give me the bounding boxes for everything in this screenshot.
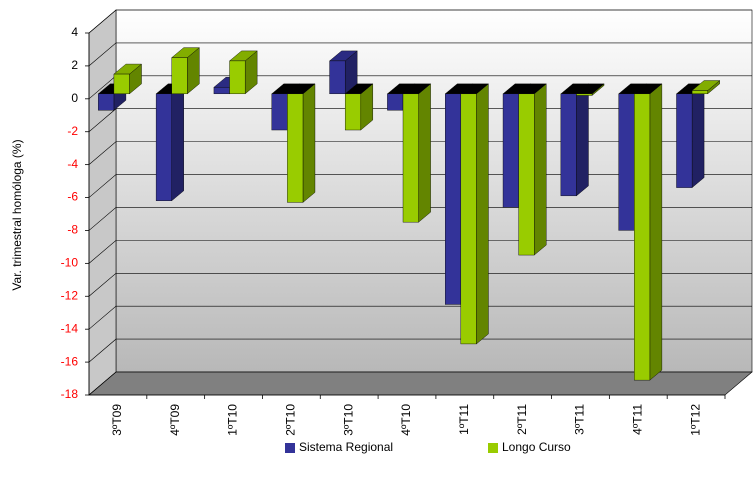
bar-front: [155, 93, 172, 201]
x-tick-label: 2ºT10: [284, 404, 298, 436]
bar-side: [171, 83, 184, 202]
x-tick-label: 3ºT11: [573, 404, 587, 435]
bar: [518, 83, 547, 256]
bar-front: [560, 93, 577, 197]
grid-line: [88, 9, 752, 34]
x-tick-label: 3ºT10: [341, 404, 355, 436]
y-tick-label: 2: [71, 58, 78, 72]
bar: [344, 83, 374, 131]
bar: [113, 63, 143, 95]
grid-line: [88, 305, 752, 330]
bar-front: [271, 93, 288, 131]
legend-swatch: [488, 443, 498, 453]
bar-front: [287, 93, 304, 203]
bar: [691, 80, 721, 95]
x-tick-label: 4ºT11: [630, 404, 644, 435]
bar-side: [691, 83, 705, 189]
legend-label: Longo Curso: [502, 440, 571, 454]
bar-side: [418, 83, 431, 223]
bar: [460, 83, 489, 345]
bar-side: [649, 83, 663, 381]
bar-front: [213, 87, 230, 95]
y-tick-label: -16: [61, 354, 79, 368]
bar: [560, 83, 590, 197]
bar-front: [518, 93, 535, 256]
y-tick-label: 4: [71, 25, 78, 39]
legend-swatch: [285, 443, 295, 453]
y-tick-label: -10: [61, 256, 79, 270]
bar-front: [344, 93, 361, 131]
legend-label: Sistema Regional: [299, 440, 393, 454]
bar-front: [691, 90, 708, 95]
y-tick-label: -8: [67, 223, 78, 237]
bar-front: [502, 93, 519, 208]
y-tick-label: -18: [61, 387, 79, 401]
bar-front: [229, 60, 246, 95]
bar-front: [576, 93, 593, 96]
x-tick-label: 4ºT09: [168, 404, 182, 436]
x-tick-label: 4ºT10: [399, 404, 413, 436]
bar-front: [618, 93, 635, 231]
bar: [286, 83, 316, 203]
bar: [155, 83, 185, 202]
grid-line: [88, 338, 752, 363]
bar: [675, 83, 705, 189]
bar: [633, 83, 663, 381]
y-tick-label: -14: [61, 321, 79, 335]
bar-side: [534, 83, 547, 256]
bar-front: [445, 93, 462, 305]
bar-side: [576, 83, 589, 197]
x-tick-label: 1ºT10: [226, 404, 240, 436]
bar: [575, 83, 605, 96]
bar-front: [676, 93, 693, 188]
bar-side: [476, 83, 489, 345]
x-tick-label: 2ºT11: [515, 404, 529, 435]
y-tick-label: 0: [71, 91, 78, 105]
bar-front: [329, 60, 346, 95]
y-axis-label: Var. trimestral homóloga (%): [10, 139, 24, 290]
bar: [171, 47, 200, 95]
side-wall: [88, 9, 117, 396]
bar-front: [113, 73, 130, 95]
bar-front: [171, 57, 188, 95]
bar-front: [387, 93, 404, 111]
y-tick-label: -6: [67, 190, 78, 204]
x-tick-label: 3ºT09: [110, 404, 124, 436]
bar-front: [634, 93, 651, 381]
bar-side: [302, 83, 316, 203]
y-tick-label: -12: [61, 288, 79, 302]
bar: [329, 50, 358, 95]
bar: [228, 50, 258, 95]
x-tick-label: 1ºT12: [688, 404, 702, 436]
grid-line: [88, 371, 752, 396]
x-tick-label: 1ºT11: [457, 404, 471, 435]
y-tick-label: -2: [67, 124, 78, 138]
grid-line: [88, 272, 752, 297]
bar-front: [402, 93, 419, 223]
bar-front: [460, 93, 477, 345]
bar-front: [98, 93, 115, 111]
grid-line: [88, 42, 752, 67]
y-tick-label: -4: [67, 157, 78, 171]
bar: [402, 83, 432, 223]
